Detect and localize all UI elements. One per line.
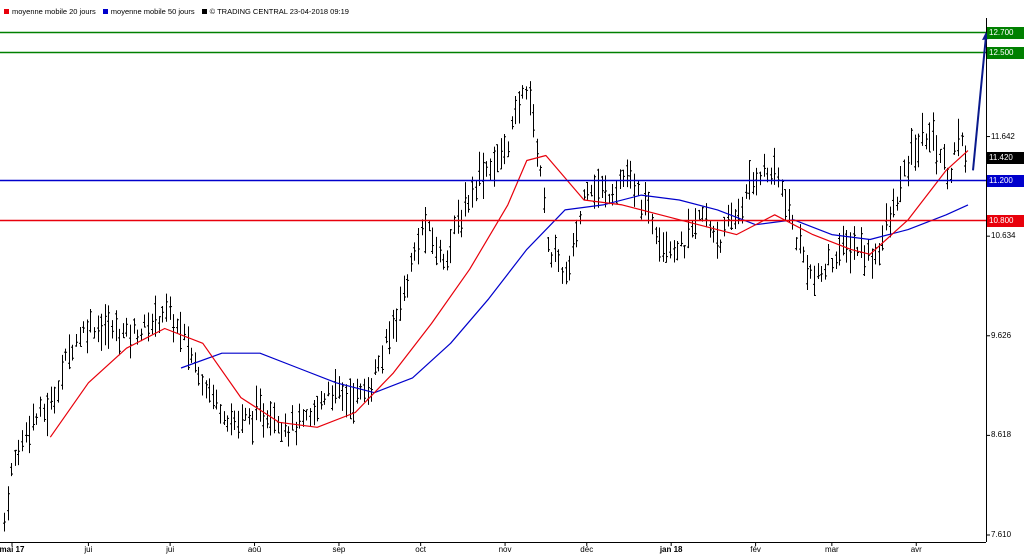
- x-tick-label: fév: [750, 545, 761, 554]
- legend-ma20-label: moyenne mobile 20 jours: [12, 6, 96, 16]
- y-tick-label: 9.626: [991, 330, 1012, 340]
- legend-ma50-label: moyenne mobile 50 jours: [110, 6, 195, 16]
- ma20-line: [49, 150, 969, 438]
- ma50-line: [180, 194, 969, 394]
- x-tick-label: jui: [166, 545, 175, 554]
- legend-source-label: © TRADING CENTRAL 23-04-2018 09:19: [209, 6, 349, 16]
- x-tick-label: jan 18: [659, 545, 683, 554]
- x-tick-label: mai 17: [0, 545, 25, 554]
- projection-arrow-line: [972, 35, 987, 171]
- ma20-swatch-icon: [4, 8, 9, 14]
- x-tick-label: oct: [415, 545, 426, 554]
- x-tick-label: sep: [332, 545, 346, 554]
- level-tag: 11.200: [987, 174, 1024, 187]
- ma20-line-group: [49, 150, 969, 438]
- level-tag: 10.800: [987, 214, 1024, 227]
- y-tick-label: 8.618: [991, 430, 1012, 440]
- x-tick-label: avr: [910, 545, 922, 554]
- y-tick-label: 11.642: [991, 131, 1015, 141]
- y-tick-label: 7.610: [991, 530, 1012, 539]
- x-tick-label: jui: [84, 545, 93, 554]
- last-price-tag: 11.420: [987, 152, 1024, 165]
- legend-ma20: moyenne mobile 20 jours: [4, 7, 96, 16]
- legend-source: © TRADING CENTRAL 23-04-2018 09:19: [201, 6, 349, 16]
- ma50-line-group: [180, 194, 969, 394]
- legend: moyenne mobile 20 jours moyenne mobile 5…: [4, 5, 349, 17]
- x-tick-label: aoû: [247, 545, 262, 554]
- ma50-swatch-icon: [102, 8, 108, 14]
- axis-ticks: [11, 136, 990, 546]
- y-tick-label: 10.634: [991, 231, 1016, 241]
- x-tick-label: mar: [824, 545, 839, 554]
- x-tick-label: déc: [580, 545, 594, 554]
- plot-area: [0, 18, 986, 542]
- level-tag: 12.500: [987, 46, 1024, 59]
- source-swatch-icon: [201, 8, 207, 14]
- x-tick-label: nov: [498, 545, 512, 554]
- level-lines: [0, 31, 986, 222]
- legend-ma50: moyenne mobile 50 jours: [102, 6, 195, 16]
- level-tag: 12.700: [987, 26, 1024, 39]
- ohlc-bars: [3, 81, 967, 532]
